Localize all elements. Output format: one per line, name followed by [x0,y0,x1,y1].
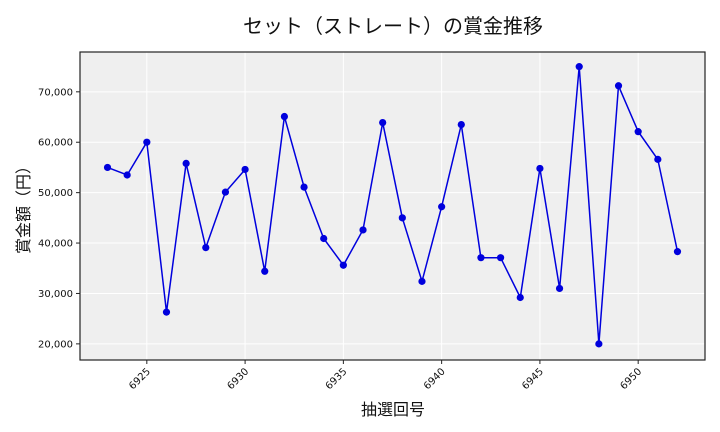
data-point-marker [516,293,524,302]
data-point-marker [418,277,426,285]
y-tick-label: 30,000 [38,289,73,300]
x-tick-label: 6925 [127,366,153,392]
data-point-marker [339,261,347,269]
plot-frame [79,51,706,361]
data-point-marker [261,267,269,275]
y-tick-label: 50,000 [38,188,73,199]
y-tick-label: 20,000 [38,339,73,350]
data-point-marker [123,171,131,179]
plot-area [80,52,705,360]
y-tick-label: 40,000 [38,239,73,250]
data-point-marker [614,82,623,90]
data-point-marker [202,243,210,252]
data-point-marker [103,163,112,172]
data-point-marker [143,138,151,146]
chart-title: セット（ストレート）の賞金推移 [243,14,543,38]
data-point-marker [536,164,544,173]
data-point-marker [241,165,249,174]
data-point-marker [221,188,230,196]
data-point-marker [477,254,485,262]
x-tick-label: 6950 [619,366,645,392]
data-series [103,63,682,348]
data-point-marker [398,214,406,222]
data-point-marker [555,284,564,293]
y-axis-label: 賞金額（円） [14,157,34,255]
x-tick-label: 6945 [520,366,546,392]
data-point-marker [182,159,190,168]
x-tick-label: 6935 [324,366,350,392]
data-point-marker [320,234,328,243]
data-point-marker [634,128,642,136]
data-point-marker [300,183,308,191]
data-point-marker [673,248,682,256]
data-point-marker [379,118,387,127]
x-tick-label: 6930 [225,366,251,392]
x-axis-ticks: 6925 6930 6935 6940 6945 6950 [127,360,644,392]
data-point-marker [280,112,289,121]
data-point-marker [162,308,171,316]
series-line [107,66,679,344]
data-point-marker [575,63,583,71]
data-point-marker [438,203,446,211]
x-tick-label: 6940 [422,366,448,392]
data-point-marker [595,340,603,348]
data-point-marker [496,254,505,262]
data-point-marker [457,120,465,129]
y-tick-label: 70,000 [38,87,73,98]
x-axis-label: 抽選回号 [360,400,425,419]
data-point-marker [359,226,367,234]
y-tick-label: 60,000 [38,138,73,149]
data-point-marker [654,155,662,163]
y-axis-ticks: 20,000 30,000 40,000 50,000 60,000 70,000 [38,87,80,350]
